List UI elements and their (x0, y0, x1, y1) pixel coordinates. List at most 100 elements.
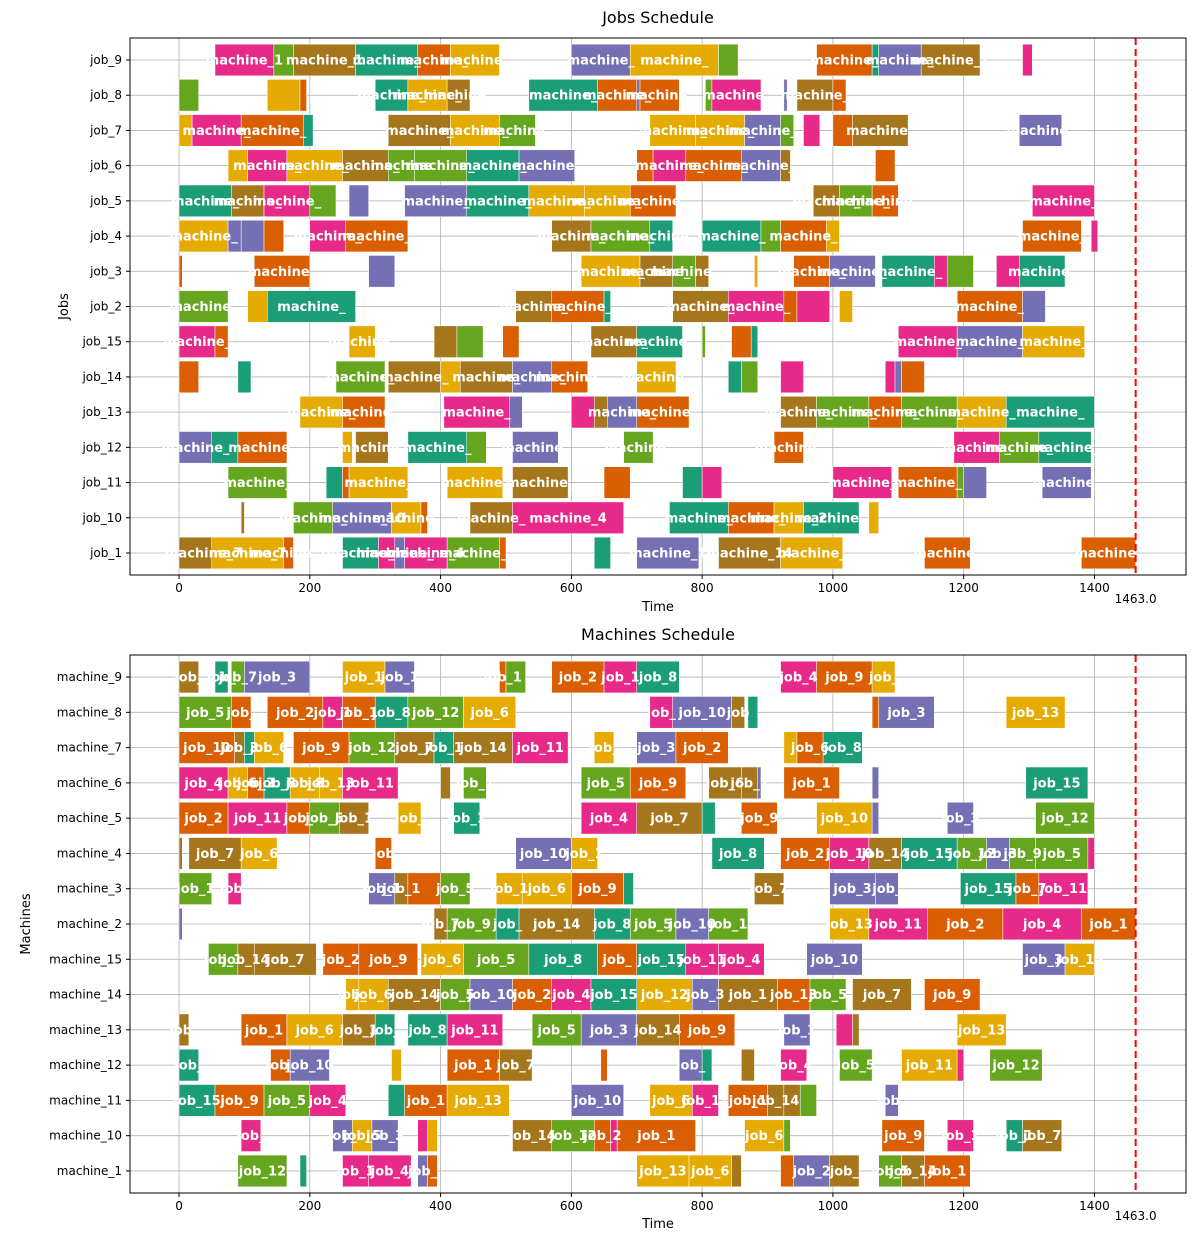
task-bar (636, 1154, 690, 1188)
task-label: job_13 (306, 776, 354, 791)
y-ticks: job_1 job_10 job_11 job_12 job_13 job_14 job_1… (81, 53, 130, 560)
task-bar (871, 696, 879, 729)
task-bar (636, 660, 680, 694)
task-bar (404, 184, 467, 217)
task-bar (718, 943, 765, 976)
task-bar (796, 731, 824, 764)
task-bar (368, 1154, 412, 1188)
task-bar (512, 431, 559, 464)
task-label: machine_ (343, 230, 412, 245)
task-label: job_1 (175, 882, 214, 897)
task-bar (342, 766, 399, 800)
task-label: machine_ (828, 476, 897, 491)
task-bar (571, 837, 598, 870)
y-tick-label: job_13 (81, 405, 122, 419)
x-tick-label: 800 (691, 581, 714, 595)
task-bar (551, 1119, 595, 1152)
task-label: machine_ (764, 406, 833, 421)
y-tick-label: machine_12 (49, 1058, 122, 1072)
task-label: machine_ (169, 300, 238, 315)
task-label: job_13 (957, 1023, 1005, 1038)
task-bar (639, 255, 673, 288)
task-bar (211, 536, 284, 570)
y-tick-label: job_5 (89, 194, 122, 208)
task-bar (374, 1013, 396, 1046)
task-label: job_7 (195, 847, 234, 862)
task-label: machine_ (580, 335, 649, 350)
task-label: job_8 (371, 706, 410, 721)
task-label: job_6 (470, 706, 509, 721)
task-bar (208, 943, 239, 976)
task-label: job_ (283, 812, 314, 827)
task-bar (963, 466, 987, 499)
y-tick-label: job_12 (81, 440, 122, 454)
task-label: machine_ (635, 159, 704, 174)
task-bar (728, 501, 775, 534)
task-label: machine_ (629, 406, 698, 421)
task-bar (1025, 766, 1089, 800)
task-bar (685, 149, 742, 182)
task-bar (852, 1013, 860, 1046)
task-bar (286, 1013, 343, 1046)
task-label: machine_ (822, 194, 891, 209)
task-bar (1038, 431, 1092, 464)
task-bar (956, 1013, 1007, 1046)
task-bar (868, 837, 902, 870)
task-bar (466, 431, 487, 464)
task-label: machine_ (722, 300, 791, 315)
task-label: job_ (206, 671, 237, 686)
task-bar (342, 536, 379, 570)
task-label: job_1 (489, 882, 528, 897)
task-label: job_6 (705, 776, 744, 791)
task-label: job_9 (368, 953, 407, 968)
x-axis-label: Time (641, 600, 674, 615)
task-bar (348, 325, 376, 358)
task-bar (427, 1119, 438, 1152)
task-label: machine_ (338, 441, 407, 456)
task-bar (244, 660, 311, 694)
task-bar (750, 325, 758, 358)
y-tick-label: job_7 (89, 123, 122, 137)
task-bar (358, 978, 389, 1011)
task-label: job_2 (275, 706, 314, 721)
task-label: job_5 (870, 1164, 909, 1179)
task-bar (956, 396, 1007, 429)
task-bar (669, 501, 729, 534)
task-bar (466, 149, 520, 182)
task-label: machine_7 (165, 546, 242, 561)
task-label: job_9 (219, 1094, 258, 1109)
task-label: machine_ (895, 406, 964, 421)
task-label: machine_ (1074, 546, 1143, 561)
task-bar (597, 943, 637, 976)
task-label: machine_ (498, 370, 567, 385)
task-bar (793, 1154, 830, 1188)
task-label: job_5 (586, 776, 625, 791)
task-label: job_13 (769, 988, 817, 1003)
task-bar (1022, 325, 1085, 358)
task-label: job_10 (519, 847, 567, 862)
task-label: job_ (868, 671, 899, 686)
task-bar (924, 978, 981, 1011)
x-tick-label: 200 (298, 581, 321, 595)
task-label: machine_ (380, 370, 449, 385)
task-label: machine_ (728, 124, 797, 139)
task-label: machine_ (686, 124, 755, 139)
task-label: machine_ (717, 511, 786, 526)
task-label: machine_ (223, 476, 292, 491)
task-label: machine_ (537, 230, 606, 245)
task-bar (420, 943, 464, 976)
task-label: machine_14 (706, 546, 792, 561)
task-label: job_3 (886, 706, 925, 721)
task-bar (754, 872, 785, 905)
task-label: job_ (588, 741, 619, 756)
task-label: machine_ (586, 230, 655, 245)
task-label: job_13 (1011, 706, 1059, 721)
x-tick-label: 400 (429, 581, 452, 595)
task-bar (469, 978, 513, 1011)
task-bar (593, 907, 631, 941)
task-label: job_1 (339, 706, 378, 721)
task-label: machine_ (330, 406, 399, 421)
task-bar (499, 114, 536, 147)
task-label: job_3 (832, 882, 871, 897)
